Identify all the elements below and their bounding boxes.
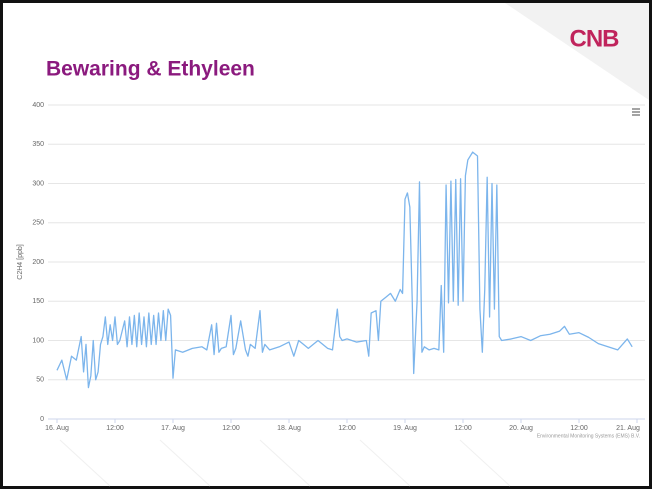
x-tick-label: 12:00: [570, 425, 588, 432]
x-tick-label: 12:00: [454, 425, 472, 432]
x-tick-label: 20. Aug: [509, 425, 533, 432]
data-line: [56, 151, 633, 389]
credits: Environmental Monitoring Systems (EMS) B…: [537, 433, 640, 439]
x-tick-label: 12:00: [106, 425, 124, 432]
x-tick-label: 19. Aug: [393, 425, 417, 432]
x-tick-label: 17. Aug: [161, 425, 185, 432]
x-tick-label: 12:00: [222, 425, 240, 432]
x-tick-label: 12:00: [338, 425, 356, 432]
y-tick-label: 0: [40, 416, 44, 423]
y-tick-label: 200: [32, 259, 44, 266]
y-tick-label: 50: [36, 377, 44, 384]
x-tick-label: 18. Aug: [277, 425, 301, 432]
slide-title: Bewaring & Ethyleen: [46, 58, 255, 81]
y-tick-label: 100: [32, 337, 44, 344]
background-lines: [59, 439, 511, 487]
corner-decoration: [505, 3, 649, 100]
y-tick-label: 300: [32, 180, 44, 187]
y-tick-label: 150: [32, 298, 44, 305]
y-axis-label: C2H4 [ppb]: [17, 244, 24, 279]
y-tick-label: 400: [32, 102, 44, 109]
logo: CNB: [570, 25, 620, 52]
y-tick-label: 250: [32, 220, 44, 227]
y-tick-label: 350: [32, 141, 44, 148]
menu-icon[interactable]: [632, 108, 640, 116]
x-tick-label: 16. Aug: [45, 425, 69, 432]
x-tick-label: 21. Aug: [616, 425, 640, 432]
